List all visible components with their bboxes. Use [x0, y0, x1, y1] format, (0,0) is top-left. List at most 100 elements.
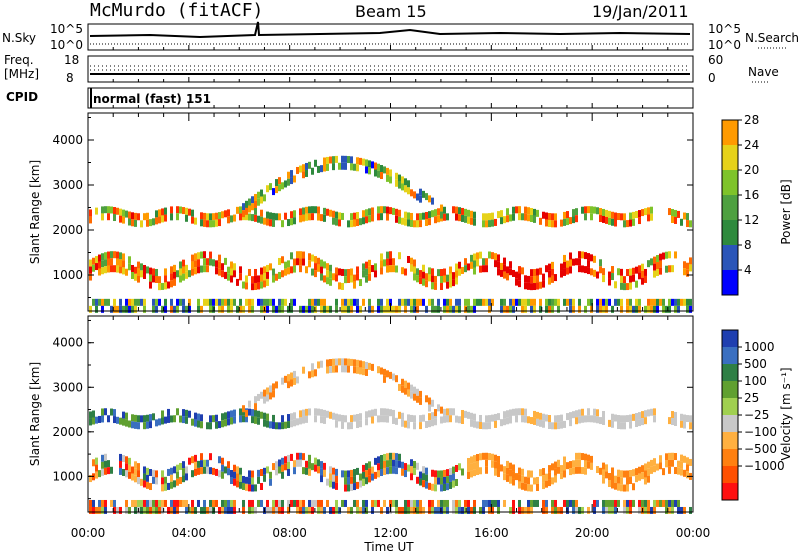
- power-cell: [350, 268, 353, 276]
- power-cell: [191, 254, 194, 262]
- velocity-cell: [332, 467, 335, 475]
- x-tick-label: 08:00: [272, 526, 307, 540]
- power-cell: [230, 268, 233, 276]
- velocity-cell: [302, 506, 305, 514]
- velocity-cell: [611, 481, 614, 489]
- velocity-cell: [644, 470, 647, 478]
- velocity-cell: [311, 370, 314, 378]
- power-cell: [593, 206, 596, 214]
- power-cell: [275, 273, 278, 281]
- power-cell: [596, 305, 599, 313]
- power-cell: [299, 251, 302, 259]
- velocity-cell: [233, 471, 236, 479]
- power-cell: [419, 195, 422, 203]
- velocity-cell: [494, 461, 497, 469]
- velocity-cell: [656, 499, 659, 507]
- velocity-cell: [245, 483, 248, 491]
- power-cell: [311, 305, 314, 313]
- x-tick-label: 04:00: [172, 526, 207, 540]
- power-cell: [329, 305, 332, 313]
- velocity-cell: [128, 471, 131, 479]
- power-cell: [635, 266, 638, 274]
- velocity-cell: [527, 506, 530, 514]
- velocity-cell: [455, 478, 458, 486]
- power-cell: [590, 298, 593, 306]
- power-cell: [590, 254, 593, 262]
- power-cell: [539, 267, 542, 275]
- power-cell: [491, 252, 494, 260]
- velocity-cell: [677, 467, 680, 475]
- y-tick-label: 3000: [52, 380, 83, 394]
- velocity-cell: [92, 459, 95, 467]
- velocity-cell: [245, 476, 248, 484]
- velocity-cell: [581, 415, 584, 423]
- power-cell: [158, 209, 161, 217]
- power-cell: [578, 265, 581, 273]
- power-cell: [497, 261, 500, 269]
- power-cell: [248, 305, 251, 313]
- velocity-cell: [182, 468, 185, 476]
- velocity-cell: [545, 506, 548, 514]
- velocity-cell: [281, 422, 284, 430]
- velocity-cell: [683, 506, 686, 514]
- velocity-cell: [449, 408, 452, 416]
- velocity-cell: [200, 506, 203, 514]
- power-cell: [509, 298, 512, 306]
- power-cell: [659, 260, 662, 268]
- velocity-cell: [275, 461, 278, 469]
- velocity-cell: [275, 506, 278, 514]
- velocity-cell: [575, 417, 578, 425]
- power-cell: [368, 305, 371, 313]
- power-cell: [167, 281, 170, 289]
- velocity-cell: [617, 499, 620, 507]
- velocity-cell: [269, 392, 272, 400]
- power-cell: [302, 258, 305, 266]
- velocity-cell: [356, 414, 359, 422]
- power-cell: [407, 298, 410, 306]
- velocity-cell: [107, 460, 110, 468]
- power-cell: [686, 305, 689, 313]
- power-cell: [308, 305, 311, 313]
- colorbar-tick-label: 25: [744, 391, 759, 405]
- power-cell: [608, 217, 611, 225]
- velocity-cell: [131, 414, 134, 422]
- power-cell: [113, 207, 116, 215]
- velocity-cell: [530, 417, 533, 425]
- velocity-cell: [257, 476, 260, 484]
- power-cell: [581, 251, 584, 259]
- velocity-cell: [143, 415, 146, 423]
- power-cell: [377, 298, 380, 306]
- velocity-cell: [341, 499, 344, 507]
- velocity-cell: [641, 411, 644, 419]
- power-cell: [386, 305, 389, 313]
- power-cell: [602, 215, 605, 223]
- power-cell: [476, 298, 479, 306]
- power-cell: [683, 268, 686, 276]
- power-cell: [410, 219, 413, 227]
- velocity-cell: [221, 464, 224, 472]
- power-cell: [488, 251, 491, 259]
- velocity-cell: [260, 468, 263, 476]
- power-cell: [629, 212, 632, 220]
- colorbar-swatch: [722, 170, 738, 195]
- power-cell: [332, 210, 335, 218]
- power-cell: [548, 270, 551, 278]
- velocity-cell: [185, 499, 188, 507]
- velocity-cell: [98, 499, 101, 507]
- velocity-cell: [455, 506, 458, 514]
- velocity-cell: [140, 499, 143, 507]
- velocity-cell: [173, 506, 176, 514]
- velocity-cell: [176, 478, 179, 486]
- power-cell: [182, 266, 185, 274]
- velocity-cell: [461, 506, 464, 514]
- power-cell: [281, 256, 284, 264]
- velocity-cell: [521, 415, 524, 423]
- power-cell: [452, 272, 455, 280]
- velocity-cell: [410, 473, 413, 481]
- power-cell: [209, 251, 212, 259]
- power-cell: [95, 305, 98, 313]
- velocity-cell: [371, 409, 374, 417]
- power-cell: [314, 206, 317, 214]
- power-cell: [428, 267, 431, 275]
- power-cell: [218, 298, 221, 306]
